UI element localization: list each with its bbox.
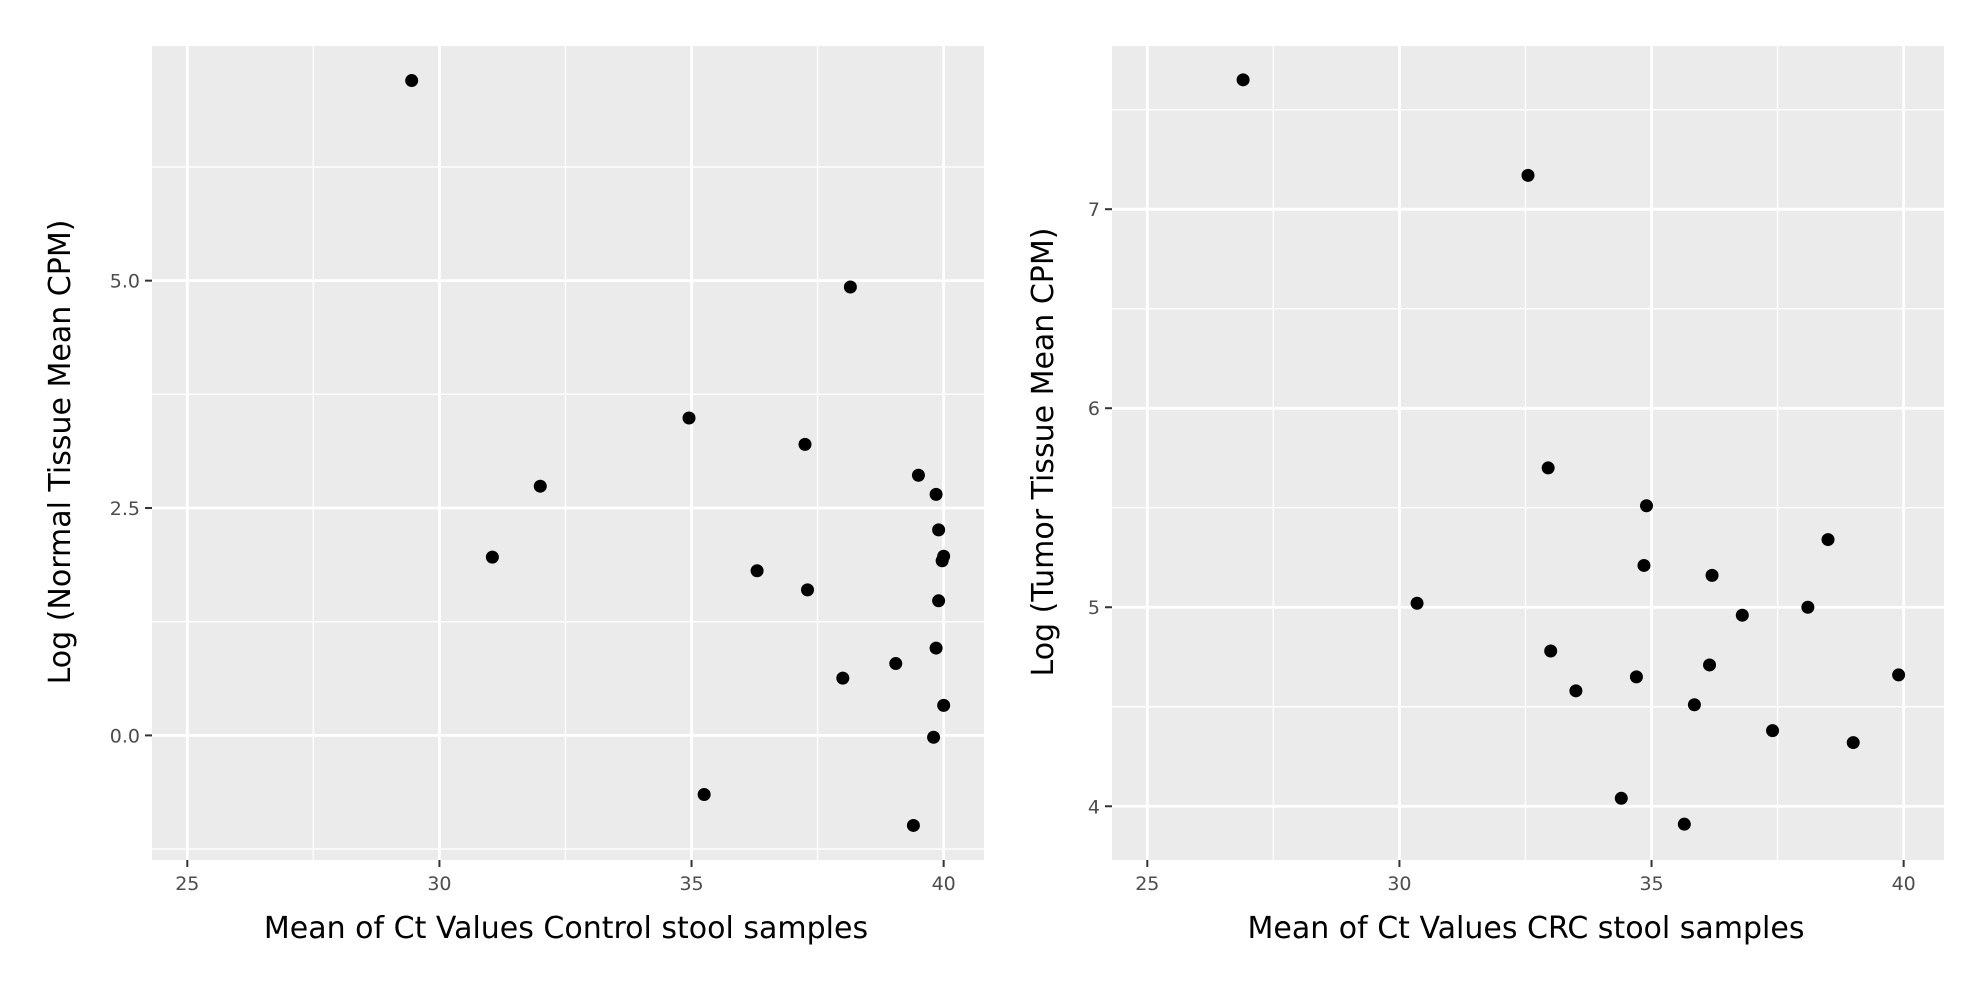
control-data-point xyxy=(927,730,941,744)
control-x-tick-label: 40 xyxy=(932,873,956,895)
crc-data-point xyxy=(1569,684,1583,698)
crc-data-point xyxy=(1410,596,1424,610)
crc-y-tick-label: 7 xyxy=(1088,199,1100,221)
crc-x-tick-label: 35 xyxy=(1639,873,1663,895)
control-x-axis-title: Mean of Ct Values Control stool samples xyxy=(264,911,868,946)
control-data-point xyxy=(911,468,925,482)
control-data-point xyxy=(836,671,850,685)
control-data-point xyxy=(485,550,499,564)
crc-data-point xyxy=(1705,568,1719,582)
control-data-point xyxy=(682,411,696,425)
control-data-point xyxy=(937,698,951,712)
crc-y-tick-label: 6 xyxy=(1088,398,1100,420)
crc-data-point xyxy=(1766,724,1780,738)
control-y-axis-title: Log (Normal Tissue Mean CPM) xyxy=(43,220,78,685)
crc-data-point xyxy=(1521,168,1535,182)
control-x-tick-label: 35 xyxy=(679,873,703,895)
control-data-point xyxy=(889,657,903,671)
crc-data-point xyxy=(1687,698,1701,712)
control-data-point xyxy=(929,487,943,501)
crc-data-point xyxy=(1541,461,1555,475)
crc-data-point xyxy=(1735,608,1749,622)
control-data-point xyxy=(801,583,815,597)
control-y-tick-label: 0.0 xyxy=(110,725,140,747)
crc-data-point xyxy=(1614,791,1628,805)
crc-data-point xyxy=(1677,817,1691,831)
control-data-point xyxy=(932,523,946,537)
control-y-tick-label: 2.5 xyxy=(110,498,140,520)
control-data-point xyxy=(697,788,711,802)
crc-x-axis-title: Mean of Ct Values CRC stool samples xyxy=(1248,911,1805,946)
crc-plot-background xyxy=(1112,46,1944,860)
control-x-tick-label: 30 xyxy=(427,873,451,895)
control-data-point xyxy=(935,554,949,568)
crc-data-point xyxy=(1846,736,1860,750)
control-panel: 25 30 35 40 0.0 2.5 5.0 Mean of Ct Values Cont… xyxy=(43,46,984,946)
crc-data-point xyxy=(1892,668,1906,682)
control-data-point xyxy=(929,641,943,655)
crc-x-tick-label: 40 xyxy=(1892,873,1916,895)
crc-data-point xyxy=(1639,499,1653,513)
control-data-point xyxy=(405,74,419,88)
crc-x-tick-label: 30 xyxy=(1387,873,1411,895)
crc-data-point xyxy=(1236,73,1250,87)
control-x-tick-label: 25 xyxy=(175,873,199,895)
control-data-point xyxy=(533,479,547,493)
control-y-tick-label: 5.0 xyxy=(110,271,140,293)
crc-y-tick-label: 4 xyxy=(1088,796,1100,818)
control-data-point xyxy=(843,280,857,294)
crc-y-axis-title: Log (Tumor Tissue Mean CPM) xyxy=(1026,228,1061,677)
crc-data-point xyxy=(1801,600,1815,614)
crc-y-tick-label: 5 xyxy=(1088,597,1100,619)
control-data-point xyxy=(798,437,812,451)
crc-data-point xyxy=(1703,658,1717,672)
control-data-point xyxy=(906,818,920,832)
crc-data-point xyxy=(1629,670,1643,684)
control-data-point xyxy=(750,564,764,578)
crc-data-point xyxy=(1821,533,1835,547)
crc-x-tick-label: 25 xyxy=(1135,873,1159,895)
crc-data-point xyxy=(1637,558,1651,572)
control-data-point xyxy=(932,594,946,608)
control-plot-background xyxy=(152,46,984,860)
crc-data-point xyxy=(1544,644,1558,658)
